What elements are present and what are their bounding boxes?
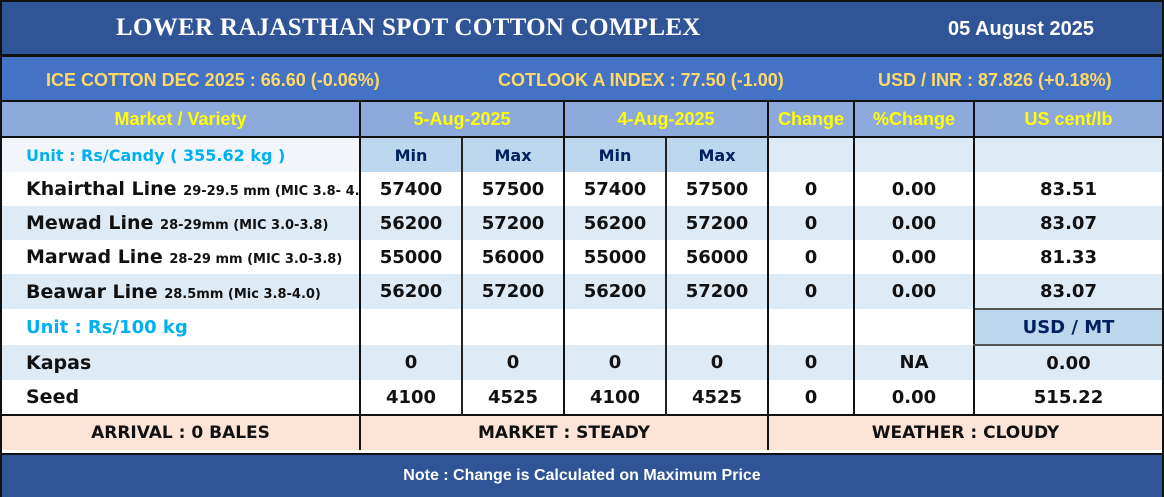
cell-change: 0 xyxy=(767,240,854,274)
header-row: Market / Variety 5-Aug-2025 4-Aug-2025 C… xyxy=(2,102,1162,138)
cell-max2: 0 xyxy=(665,345,768,380)
cell-min1: 56200 xyxy=(359,206,462,240)
weather-status: WEATHER : CLOUDY xyxy=(767,414,1162,450)
table-row: Seed 4100 4525 4100 4525 0 0.00 515.22 xyxy=(2,380,1162,415)
variety-spec: 28-29 mm (MIC 3.0-3.8) xyxy=(169,252,343,267)
cell-max1: 57200 xyxy=(461,274,564,309)
max-label: Max xyxy=(461,137,564,172)
variety-spec: 28.5mm (Mic 3.8-4.0) xyxy=(164,286,321,302)
price-table: Market / Variety 5-Aug-2025 4-Aug-2025 C… xyxy=(2,102,1162,450)
min-label: Min xyxy=(563,137,666,172)
market-status: MARKET : STEADY xyxy=(359,414,768,450)
variety-name: Kapas xyxy=(2,345,360,380)
cell-min1: 0 xyxy=(359,345,462,380)
footer-row: ARRIVAL : 0 BALES MARKET : STEADY WEATHE… xyxy=(2,414,1162,450)
variety-name: Mewad Line 28-29mm (MIC 3.0-3.8) xyxy=(2,206,360,240)
cell-max1: 57500 xyxy=(461,172,564,206)
cell-min2: 56200 xyxy=(563,206,666,240)
cell-min2: 4100 xyxy=(563,380,666,415)
cotlook-index-quote: COTLOOK A INDEX : 77.50 (-1.00) xyxy=(498,70,784,90)
variety-name: Marwad Line 28-29 mm (MIC 3.0-3.8) xyxy=(26,246,343,268)
cell-max2: 4525 xyxy=(665,380,768,415)
cell-max2: 57200 xyxy=(665,206,768,240)
unit-row: Unit : Rs/100 kg USD / MT xyxy=(2,308,1162,346)
title-bar: LOWER RAJASTHAN SPOT COTTON COMPLEX 05 A… xyxy=(2,2,1162,57)
cell-max1: 56000 xyxy=(461,240,564,274)
table-row: Kapas 0 0 0 0 0 NA 0.00 xyxy=(2,345,1162,380)
variety-name: Khairthal Line 29-29.5 mm (MIC 3.8- 4.2) xyxy=(2,172,360,206)
cell-min1: 4100 xyxy=(359,380,462,415)
unit-candy: Unit : Rs/Candy ( 355.62 kg ) xyxy=(2,137,360,172)
unit-100kg: Unit : Rs/100 kg xyxy=(26,316,188,338)
cell-usd: 81.33 xyxy=(973,240,1162,274)
cell-change: 0 xyxy=(767,274,854,309)
cell-pct: 0.00 xyxy=(853,206,974,240)
header-us-cent: US cent/lb xyxy=(973,102,1162,138)
table-row: Marwad Line 28-29 mm (MIC 3.0-3.8) 55000 5… xyxy=(2,240,1162,274)
subheader-row: Unit : Rs/Candy ( 355.62 kg ) Min Max Mi… xyxy=(2,137,1162,172)
cell-min2: 57400 xyxy=(563,172,666,206)
header-date2: 4-Aug-2025 xyxy=(563,102,768,138)
cell-max1: 57200 xyxy=(461,206,564,240)
cell-min1: 57400 xyxy=(359,172,462,206)
header-change: Change xyxy=(767,102,854,138)
cell-pct: 0.00 xyxy=(853,172,974,206)
cell-change: 0 xyxy=(767,345,854,380)
cell-change: 0 xyxy=(767,172,854,206)
cell-usd: 83.07 xyxy=(973,206,1162,240)
cell-change: 0 xyxy=(767,380,854,415)
cell-max2: 57500 xyxy=(665,172,768,206)
report-date: 05 August 2025 xyxy=(948,18,1094,40)
report-title: LOWER RAJASTHAN SPOT COTTON COMPLEX xyxy=(116,14,701,41)
cell-pct: NA xyxy=(853,345,974,380)
variety-spec: 29-29.5 mm (MIC 3.8- 4.2) xyxy=(183,184,360,199)
cell-max2: 56000 xyxy=(665,240,768,274)
variety-name: Seed xyxy=(26,386,80,408)
max-label: Max xyxy=(665,137,768,172)
usd-inr-quote: USD / INR : 87.826 (+0.18%) xyxy=(878,70,1112,90)
cell-max1: 4525 xyxy=(461,380,564,415)
cell-min2: 56200 xyxy=(563,274,666,309)
header-date1: 5-Aug-2025 xyxy=(359,102,564,138)
variety-name: Beawar Line 28.5mm (Mic 3.8-4.0) xyxy=(2,274,360,309)
table-row: Mewad Line 28-29mm (MIC 3.0-3.8) 56200 572… xyxy=(2,206,1162,240)
cell-min2: 0 xyxy=(563,345,666,380)
note-bar: Note : Change is Calculated on Maximum P… xyxy=(2,453,1162,497)
cell-min2: 55000 xyxy=(563,240,666,274)
cell-pct: 0.00 xyxy=(853,274,974,309)
usd-mt-label: USD / MT xyxy=(973,308,1162,346)
cell-pct: 0.00 xyxy=(853,380,974,415)
variety-spec: 28-29mm (MIC 3.0-3.8) xyxy=(160,218,329,233)
header-pct-change: %Change xyxy=(853,102,974,138)
cell-usd: 515.22 xyxy=(973,380,1162,415)
ice-cotton-quote: ICE COTTON DEC 2025 : 66.60 (-0.06%) xyxy=(46,70,380,90)
market-ticker: ICE COTTON DEC 2025 : 66.60 (-0.06%) COT… xyxy=(2,57,1162,102)
cell-usd: 83.07 xyxy=(973,274,1162,309)
cell-max2: 57200 xyxy=(665,274,768,309)
cell-max1: 0 xyxy=(461,345,564,380)
cell-min1: 56200 xyxy=(359,274,462,309)
min-label: Min xyxy=(359,137,462,172)
cell-change: 0 xyxy=(767,206,854,240)
table-row: Beawar Line 28.5mm (Mic 3.8-4.0) 56200 572… xyxy=(2,274,1162,309)
cell-usd: 0.00 xyxy=(973,345,1162,380)
cell-pct: 0.00 xyxy=(853,240,974,274)
arrival-status: ARRIVAL : 0 BALES xyxy=(2,414,360,450)
cell-min1: 55000 xyxy=(359,240,462,274)
table-row: Khairthal Line 29-29.5 mm (MIC 3.8- 4.2)… xyxy=(2,172,1162,206)
header-market: Market / Variety xyxy=(2,102,360,138)
cell-usd: 83.51 xyxy=(973,172,1162,206)
